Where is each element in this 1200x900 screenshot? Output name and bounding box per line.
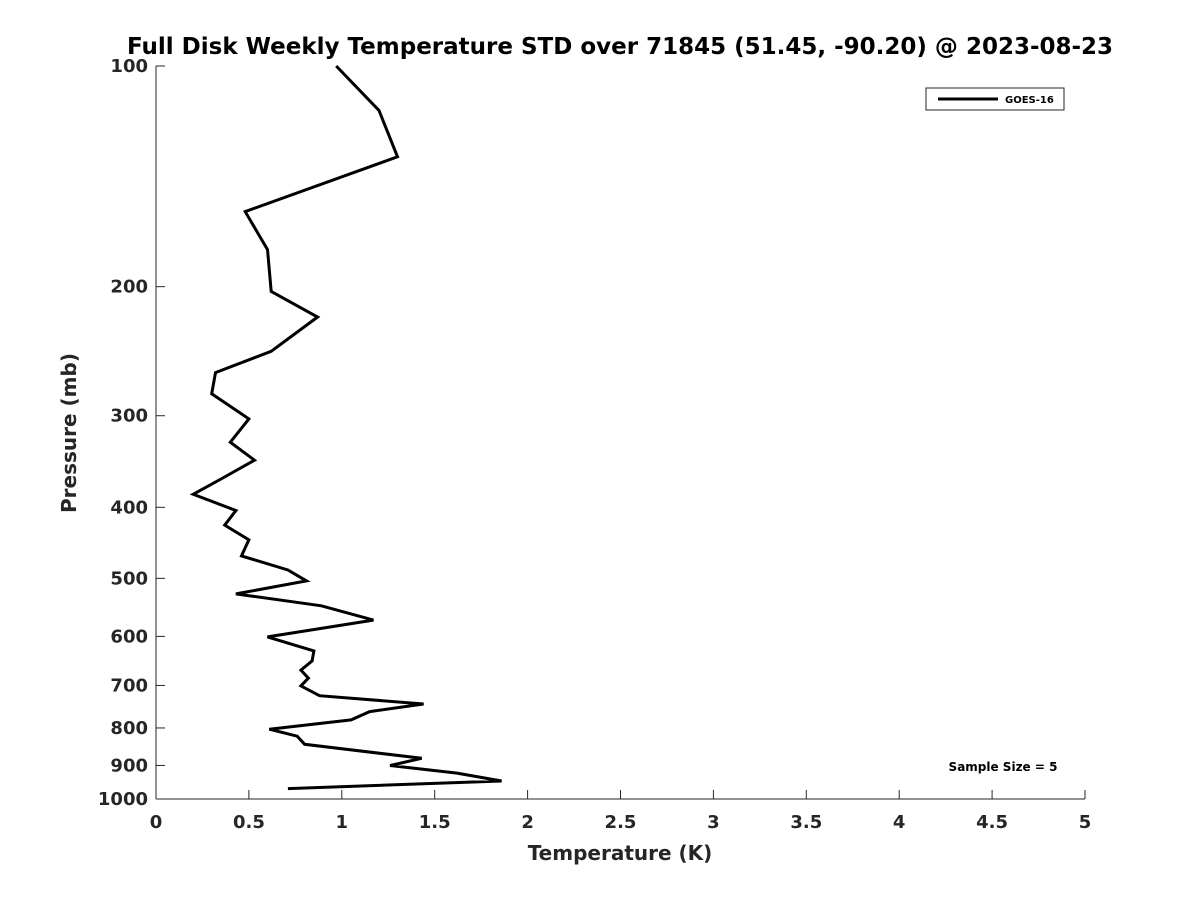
x-tick-label: 1.5 <box>419 812 451 833</box>
ticks: 0 0.5 1 1.5 2 2.5 3 3.5 4 4.5 5 100 200 300 400 500 600 7… <box>98 56 1091 833</box>
y-tick-label: 700 <box>110 675 148 696</box>
y-tick-label: 500 <box>110 568 148 589</box>
x-tick-label: 0.5 <box>233 812 265 833</box>
x-tick-label: 1 <box>336 812 349 833</box>
y-tick-label: 100 <box>110 56 148 77</box>
y-tick-label: 200 <box>110 277 148 298</box>
y-tick-label: 400 <box>110 497 148 518</box>
y-tick-label: 1000 <box>98 789 148 810</box>
x-tick-label: 2.5 <box>605 812 637 833</box>
sample-size-annotation: Sample Size = 5 <box>949 760 1058 774</box>
x-tick-label: 5 <box>1079 812 1092 833</box>
x-tick-label: 0 <box>150 812 163 833</box>
x-tick-label: 4.5 <box>976 812 1008 833</box>
y-axis-label: Pressure (mb) <box>57 353 81 513</box>
x-axis-label: Temperature (K) <box>528 841 713 865</box>
x-tick-label: 4 <box>893 812 906 833</box>
x-tick-label: 2 <box>521 812 534 833</box>
chart-title: Full Disk Weekly Temperature STD over 71… <box>127 34 1113 60</box>
x-tick-label: 3.5 <box>790 812 822 833</box>
series-line-goes-16 <box>189 64 502 791</box>
legend-label-goes-16: GOES-16 <box>1005 95 1054 106</box>
y-tick-label: 300 <box>110 406 148 427</box>
y-tick-label: 900 <box>110 755 148 776</box>
y-tick-label: 600 <box>110 626 148 647</box>
legend: GOES-16 <box>925 87 1065 111</box>
x-tick-label: 3 <box>707 812 720 833</box>
y-tick-label: 800 <box>110 718 148 739</box>
series-layer <box>189 64 502 791</box>
plot-background <box>156 66 1085 799</box>
